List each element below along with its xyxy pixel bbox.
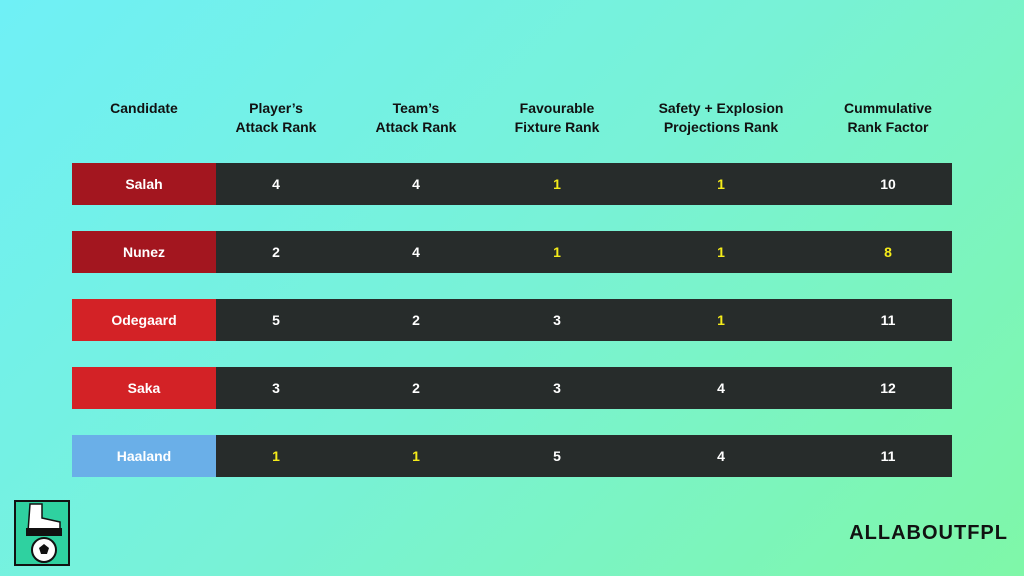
- rank-value: 12: [880, 380, 896, 396]
- rank-value: 3: [553, 380, 561, 396]
- rank-value: 4: [412, 176, 420, 192]
- rank-value: 2: [412, 312, 420, 328]
- rank-value: 5: [553, 448, 561, 464]
- rank-value: 1: [717, 312, 725, 328]
- rank-value: 1: [272, 448, 280, 464]
- candidate-cell: Salah: [72, 163, 216, 205]
- header-line: Fixture Rank: [514, 119, 600, 135]
- rank-value: 2: [272, 244, 280, 260]
- row-body: [216, 231, 952, 273]
- candidate-cell: Odegaard: [72, 299, 216, 341]
- rank-value: 4: [412, 244, 420, 260]
- header-line: Team’s: [392, 100, 440, 116]
- rank-value: 10: [880, 176, 896, 192]
- candidate-cell: Saka: [72, 367, 216, 409]
- rank-value: 4: [717, 380, 725, 396]
- column-header: Cummulative Rank Factor: [803, 99, 973, 137]
- column-header: Favourable Fixture Rank: [472, 99, 642, 137]
- candidate-cell: Nunez: [72, 231, 216, 273]
- rank-value: 8: [884, 244, 892, 260]
- column-header: Player’s Attack Rank: [191, 99, 361, 137]
- row-body: [216, 163, 952, 205]
- header-line: Projections Rank: [663, 119, 779, 135]
- column-header: Candidate: [59, 99, 229, 118]
- rank-value: 11: [880, 312, 896, 328]
- rank-value: 5: [272, 312, 280, 328]
- logo: [14, 500, 70, 566]
- rank-value: 2: [412, 380, 420, 396]
- row-body: [216, 367, 952, 409]
- rank-value: 1: [412, 448, 420, 464]
- rank-value: 4: [717, 448, 725, 464]
- header-line: Attack Rank: [375, 119, 457, 135]
- header-line: Safety + Explosion: [658, 100, 784, 116]
- header-line: Cummulative: [844, 100, 932, 116]
- header-line: Favourable: [519, 100, 595, 116]
- rank-value: 1: [717, 176, 725, 192]
- rank-value: 1: [553, 244, 561, 260]
- header-line: Attack Rank: [235, 119, 317, 135]
- candidate-cell: Haaland: [72, 435, 216, 477]
- rank-value: 3: [272, 380, 280, 396]
- rank-value: 3: [553, 312, 561, 328]
- rank-value: 4: [272, 176, 280, 192]
- column-header: Safety + Explosion Projections Rank: [636, 99, 806, 137]
- row-body: [216, 299, 952, 341]
- header-line: Candidate: [110, 100, 178, 116]
- rank-value: 1: [553, 176, 561, 192]
- row-body: [216, 435, 952, 477]
- column-header: Team’s Attack Rank: [331, 99, 501, 137]
- header-line: Rank Factor: [847, 119, 929, 135]
- header-line: Player’s: [249, 100, 303, 116]
- rank-value: 11: [880, 448, 896, 464]
- brand: ALLABOUTFPL: [849, 522, 1008, 544]
- rank-value: 1: [717, 244, 725, 260]
